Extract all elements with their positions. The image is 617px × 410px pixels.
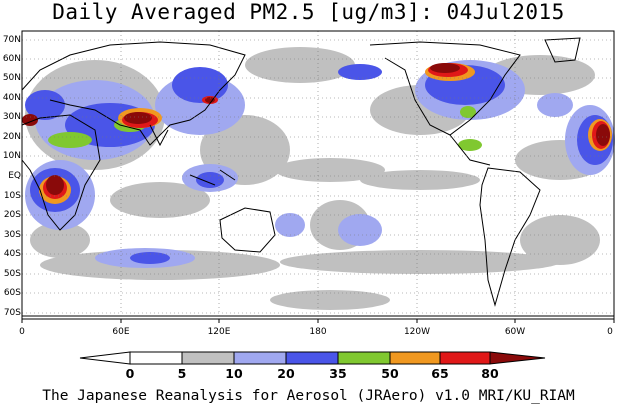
lat-label: 50N <box>2 73 21 83</box>
colorbar-label: 50 <box>381 366 399 381</box>
colorbar-segment-2 <box>181 351 235 365</box>
lon-label: 180 <box>309 327 327 337</box>
colorbar <box>79 351 546 365</box>
colorbar-label: 0 <box>125 366 135 381</box>
colorbar-segment-3 <box>233 351 287 365</box>
lat-label: 40N <box>2 93 21 103</box>
colorbar-segment-7 <box>439 351 491 365</box>
lat-label: 30S <box>3 230 21 240</box>
pm25-field <box>22 47 615 310</box>
lat-label: 60S <box>3 288 21 298</box>
lat-label: EQ <box>8 171 21 181</box>
colorbar-segment-5 <box>337 351 391 365</box>
lat-label: 70S <box>3 308 21 318</box>
lon-label: 0 <box>19 327 25 337</box>
lon-label: 0 <box>607 327 613 337</box>
lat-label: 50S <box>3 269 21 279</box>
lon-label: 60E <box>112 327 130 337</box>
colorbar-label: 20 <box>277 366 295 381</box>
lat-label: 10S <box>3 191 21 201</box>
lat-label: 10N <box>2 151 21 161</box>
lat-label: 20S <box>3 210 21 220</box>
colorbar-segment-4 <box>285 351 339 365</box>
lat-label: 30N <box>2 112 21 122</box>
colorbar-label: 35 <box>329 366 347 381</box>
colorbar-segment-6 <box>389 351 441 365</box>
colorbar-label: 5 <box>177 366 187 381</box>
lat-label: 20N <box>2 132 21 142</box>
lat-label: 70N <box>2 35 21 45</box>
colorbar-label: 65 <box>431 366 449 381</box>
map-title: Daily Averaged PM2.5 [ug/m3]: 04Jul2015 <box>52 0 565 24</box>
lon-label: 60W <box>504 327 526 337</box>
colorbar-label: 10 <box>225 366 243 381</box>
lon-label: 120E <box>207 327 231 337</box>
lat-label: 60N <box>2 54 21 64</box>
colorbar-segment-0 <box>79 351 131 365</box>
colorbar-label: 80 <box>481 366 499 381</box>
colorbar-segment-1 <box>129 351 183 365</box>
footer-credit: The Japanese Reanalysis for Aerosol (JRA… <box>42 388 575 404</box>
colorbar-segment-8 <box>489 351 546 365</box>
lat-label: 40S <box>3 249 21 259</box>
lon-label: 120W <box>403 327 431 337</box>
lon-ticks <box>21 319 615 323</box>
map-gridlines <box>22 31 614 319</box>
